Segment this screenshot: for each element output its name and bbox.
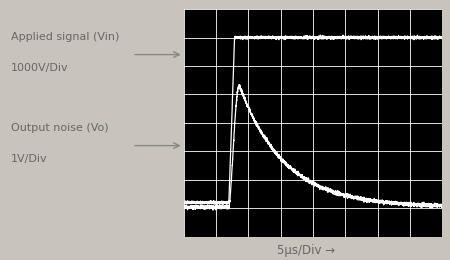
Text: Output noise (Vo): Output noise (Vo) (11, 123, 108, 133)
Text: Applied signal (Vin): Applied signal (Vin) (11, 32, 119, 42)
Text: 5μs/Div →: 5μs/Div → (277, 244, 335, 257)
Text: 1V/Div: 1V/Div (11, 154, 48, 164)
Text: 1000V/Div: 1000V/Div (11, 63, 69, 73)
